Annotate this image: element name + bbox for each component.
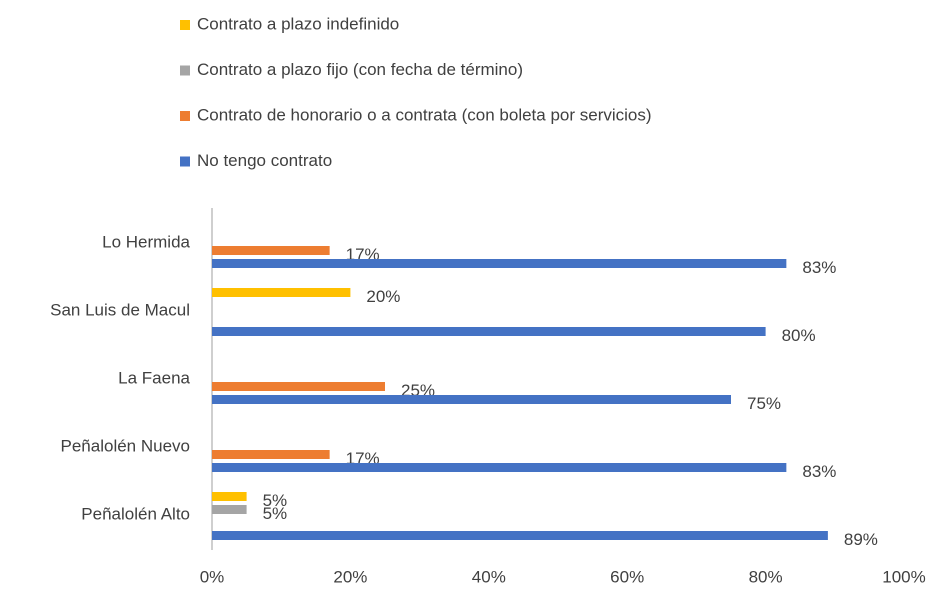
x-tick-label: 80% <box>749 567 783 586</box>
bar <box>212 288 351 297</box>
x-tick-label: 0% <box>200 567 225 586</box>
x-tick-label: 40% <box>472 567 506 586</box>
y-tick-label: San Luis de Macul <box>50 300 190 319</box>
bar <box>212 246 330 255</box>
legend-swatch <box>180 156 190 167</box>
data-label: 80% <box>782 326 816 345</box>
x-tick-label: 60% <box>610 567 644 586</box>
bar <box>212 395 731 404</box>
legend-label: Contrato de honorario o a contrata (con … <box>197 105 652 124</box>
bar <box>212 259 787 268</box>
y-tick-label: La Faena <box>118 368 190 387</box>
bar <box>212 450 330 459</box>
legend-swatch <box>180 111 190 121</box>
legend-label: No tengo contrato <box>197 151 332 170</box>
x-tick-label: 100% <box>882 567 925 586</box>
data-label: 89% <box>844 530 878 549</box>
legend-label: Contrato a plazo fijo (con fecha de térm… <box>197 60 523 79</box>
legend-label: Contrato a plazo indefinido <box>197 14 399 33</box>
data-label: 20% <box>366 287 400 306</box>
bar <box>212 531 828 540</box>
data-label: 5% <box>263 504 288 523</box>
bar <box>212 492 247 501</box>
bar <box>212 327 766 336</box>
x-tick-label: 20% <box>333 567 367 586</box>
data-label: 5% <box>263 491 288 510</box>
data-label: 75% <box>747 394 781 413</box>
legend-swatch <box>180 20 190 30</box>
bar <box>212 463 787 472</box>
y-tick-label: Peñalolén Alto <box>81 504 190 523</box>
data-label: 83% <box>802 258 836 277</box>
bar <box>212 505 247 514</box>
bar <box>212 382 385 391</box>
y-tick-label: Peñalolén Nuevo <box>61 436 190 455</box>
y-tick-label: Lo Hermida <box>102 232 190 251</box>
data-label: 83% <box>802 462 836 481</box>
legend-swatch <box>180 65 190 76</box>
